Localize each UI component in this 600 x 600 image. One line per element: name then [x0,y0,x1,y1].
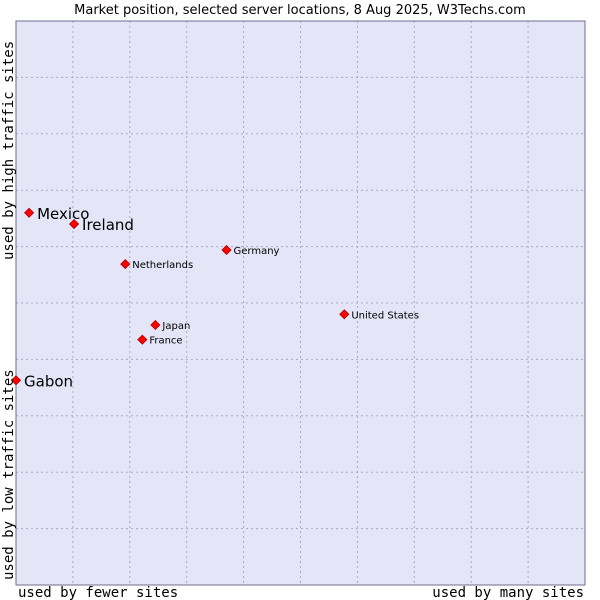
y-axis-label-top: used by high traffic sites [1,41,17,260]
point-label-germany: Germany [234,246,280,257]
point-marker-ireland [68,218,80,230]
point-label-mexico: Mexico [37,205,89,223]
point-label-gabon: Gabon [24,372,73,390]
point-label-japan: Japan [161,321,190,332]
y-axis-label-bottom: used by low traffic sites [1,369,17,580]
grid-lines [16,21,585,585]
x-axis-label-left: used by fewer sites [18,585,178,600]
point-marker-united-states [339,309,350,320]
chart-title: Market position, selected server locatio… [74,3,526,18]
point-label-france: France [149,336,182,347]
point-marker-mexico [24,207,35,218]
point-label-united-states: United States [351,310,419,321]
x-axis-label-right: used by many sites [432,585,584,600]
point-marker-gabon [10,375,22,386]
point-marker-japan [150,319,161,331]
plot-frame [15,20,586,586]
point-label-netherlands: Netherlands [132,260,193,271]
point-marker-france [137,334,148,345]
point-marker-netherlands [120,259,131,270]
point-marker-germany [221,244,232,256]
point-label-ireland: Ireland [82,216,134,234]
